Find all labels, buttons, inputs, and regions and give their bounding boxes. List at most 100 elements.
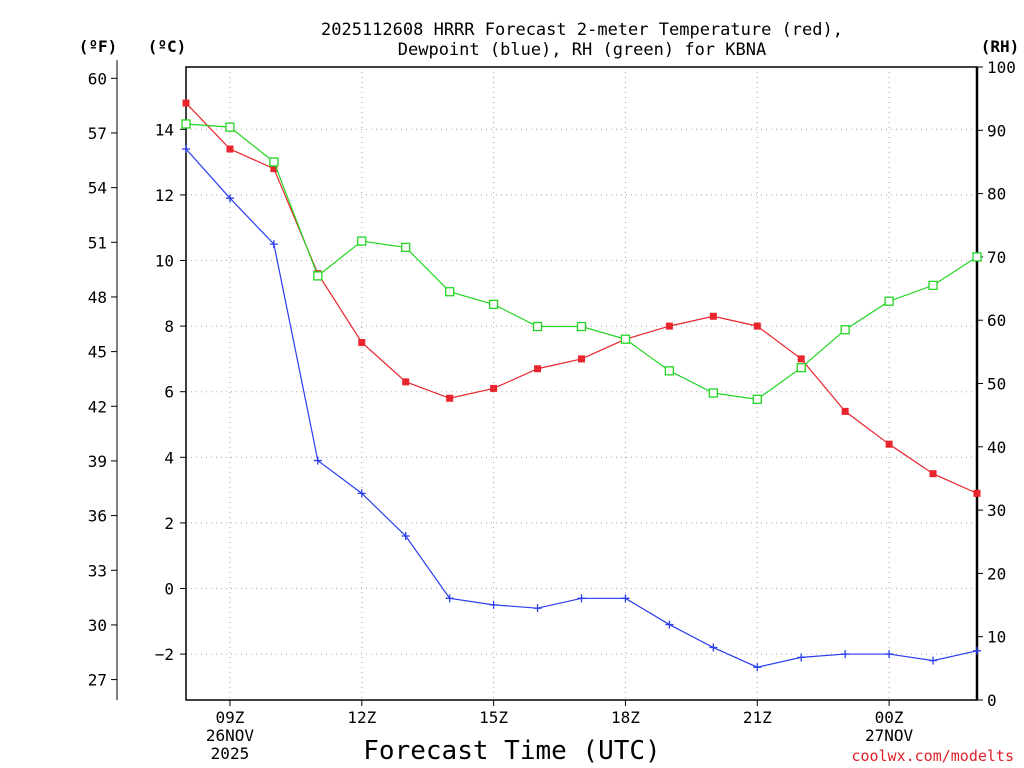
fahrenheit-tick-label: 30 [88, 616, 107, 635]
dewpoint-point [533, 604, 542, 613]
rh-point [313, 271, 323, 281]
celsius-tick-label: 4 [164, 448, 174, 467]
celsius-tick-label: −2 [155, 645, 174, 664]
temperature-point [841, 407, 849, 415]
temperature-point [358, 339, 366, 347]
temperature-point [578, 355, 585, 363]
celsius-tick-label: 0 [164, 579, 174, 598]
celsius-tick-label: 10 [155, 252, 174, 271]
dewpoint-point [929, 656, 938, 665]
celsius-tick-label: 12 [155, 186, 174, 205]
temperature-point [797, 355, 805, 363]
dewpoint-point [313, 456, 322, 465]
fahrenheit-tick-label: 57 [88, 124, 107, 143]
rh-point [488, 299, 499, 310]
rh-tick-label: 70 [987, 248, 1006, 267]
fahrenheit-unit-label: (ºF) [79, 37, 118, 56]
temperature-point [885, 440, 893, 448]
temperature-point [973, 489, 981, 497]
fahrenheit-tick-label: 51 [88, 233, 107, 252]
dewpoint-point [489, 600, 498, 609]
fahrenheit-tick-label: 45 [88, 343, 107, 362]
temperature-point [270, 165, 278, 173]
celsius-tick-label: 14 [155, 120, 174, 139]
temperature-point [534, 365, 542, 373]
dewpoint-point [753, 663, 762, 672]
rh-point [928, 280, 938, 291]
fahrenheit-tick-label: 33 [88, 561, 107, 580]
x-tick-label: 18Z [611, 708, 640, 727]
x-tick-label: 00Z [875, 708, 904, 727]
dewpoint-point [665, 620, 674, 629]
dewpoint-point [225, 194, 234, 203]
x-axis-label: Forecast Time (UTC) [363, 736, 660, 766]
series-line [185, 102, 978, 494]
chart-title-line1: 2025112608 HRRR Forecast 2-meter Tempera… [321, 20, 843, 40]
temperature-point [929, 470, 937, 478]
rh-point [532, 321, 543, 332]
rh-unit-label: (RH) [981, 37, 1020, 56]
dewpoint-point [357, 489, 366, 498]
credit-text: coolwx.com/modelts [851, 747, 1014, 765]
dewpoint-point [885, 650, 894, 659]
dewpoint-point [577, 594, 586, 603]
series-layer [181, 99, 982, 672]
rh-tick-label: 50 [987, 375, 1006, 394]
x-tick-label: 09Z [215, 708, 244, 727]
dewpoint-point [841, 650, 850, 659]
fahrenheit-tick-label: 60 [88, 69, 107, 88]
x-tick-year: 2025 [211, 744, 250, 763]
x-tick-date: 26NOV [206, 726, 255, 745]
rh-tick-label: 40 [987, 438, 1006, 457]
dewpoint-point [445, 594, 454, 603]
dewpoint-point [709, 643, 718, 652]
temperature-point [446, 394, 454, 402]
rh-tick-label: 100 [987, 58, 1016, 77]
celsius-tick-label: 6 [164, 383, 174, 402]
temperature-point [490, 384, 498, 392]
temperature-point [402, 378, 410, 386]
dewpoint-point [401, 532, 410, 541]
axes: 27 30 33 36 39 42 45 48 51 54 57 60 −2 0 2 4 6 8 10 12 14 0 10… [88, 58, 1016, 763]
fahrenheit-tick-label: 54 [88, 179, 107, 198]
rh-point [445, 287, 455, 297]
x-tick-label: 15Z [479, 708, 508, 727]
rh-point [708, 388, 718, 398]
rh-tick-label: 20 [987, 564, 1006, 583]
rh-point [796, 363, 806, 373]
rh-tick-label: 90 [987, 121, 1006, 140]
rh-point [664, 366, 675, 376]
temperature-point [709, 312, 717, 320]
rh-point [972, 252, 982, 262]
rh-tick-label: 60 [987, 311, 1006, 330]
dewpoint-point [621, 594, 630, 603]
rh-point [620, 334, 631, 344]
fahrenheit-tick-label: 42 [88, 397, 107, 416]
plot-frame [185, 66, 978, 701]
celsius-unit-label: (ºC) [148, 37, 187, 56]
rh-point [269, 157, 279, 167]
series-line [185, 148, 978, 668]
series-dewpoint [182, 144, 981, 672]
chart-title-line2: Dewpoint (blue), RH (green) for KBNA [398, 40, 766, 60]
dewpoint-point [973, 646, 981, 655]
rh-point [752, 394, 762, 404]
temperature-point [182, 99, 190, 107]
dewpoint-point [182, 144, 190, 153]
x-tick-label: 21Z [743, 708, 772, 727]
rh-point [576, 321, 587, 332]
celsius-tick-label: 2 [164, 514, 174, 533]
temperature-point [665, 322, 673, 330]
grid-lines [186, 67, 977, 700]
dewpoint-point [269, 240, 278, 249]
fahrenheit-tick-label: 48 [88, 288, 107, 307]
rh-tick-label: 10 [987, 628, 1006, 647]
rh-point [181, 119, 191, 129]
temperature-point [753, 322, 761, 330]
celsius-tick-label: 8 [164, 317, 174, 336]
x-tick-label: 12Z [347, 708, 376, 727]
rh-point [840, 325, 850, 335]
x-tick-date: 27NOV [865, 726, 914, 745]
rh-point [884, 296, 894, 306]
